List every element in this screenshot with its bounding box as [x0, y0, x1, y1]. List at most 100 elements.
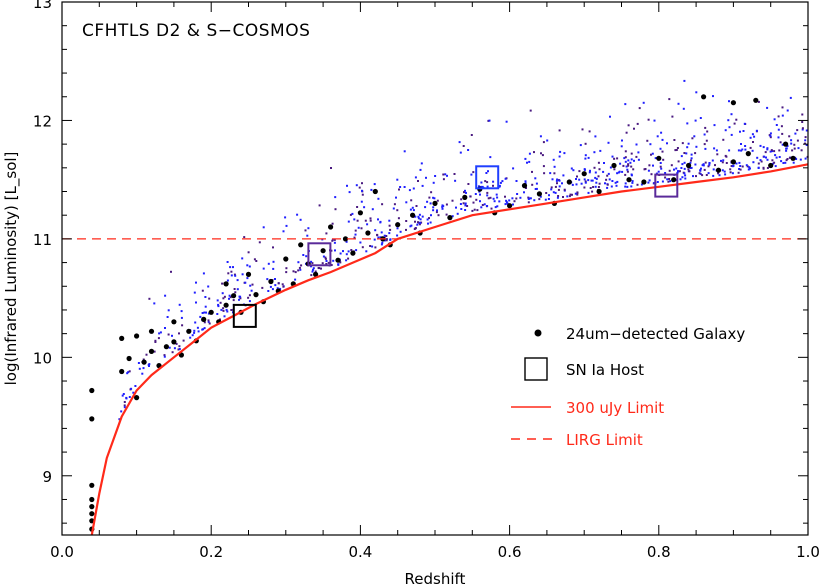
field-point — [441, 207, 444, 210]
galaxy-point — [790, 155, 796, 161]
field-point — [728, 149, 731, 152]
field-point — [712, 174, 715, 177]
field-point — [728, 126, 731, 129]
field-point — [262, 267, 265, 270]
field-point — [587, 179, 590, 182]
field-point — [414, 227, 417, 230]
field-point — [246, 264, 249, 267]
field-point — [677, 102, 680, 105]
galaxy-point — [507, 203, 513, 209]
field-point — [425, 176, 427, 179]
field-point — [137, 362, 140, 364]
field-point — [442, 178, 445, 181]
field-point — [221, 292, 224, 295]
field-point — [705, 139, 708, 142]
field-point — [487, 197, 490, 200]
field-point — [163, 354, 166, 357]
field-point — [666, 142, 668, 145]
field-point — [403, 150, 406, 153]
field-point — [571, 183, 574, 186]
field-point — [538, 198, 541, 201]
field-point — [591, 179, 594, 182]
field-point — [351, 212, 354, 215]
field-point — [700, 167, 702, 170]
field-point — [477, 185, 480, 188]
field-point — [558, 155, 561, 158]
field-points — [118, 79, 809, 421]
field-point — [659, 162, 662, 164]
field-point — [410, 199, 413, 202]
field-point — [566, 195, 569, 198]
field-point — [306, 234, 309, 237]
field-point — [374, 229, 377, 232]
field-point — [167, 333, 170, 336]
field-point — [656, 181, 659, 183]
field-point — [797, 147, 800, 150]
field-point — [562, 174, 565, 177]
field-point — [519, 196, 522, 199]
field-point — [656, 135, 659, 138]
field-point — [408, 189, 411, 192]
field-point — [559, 150, 562, 153]
field-point — [164, 327, 166, 329]
field-point — [428, 217, 430, 220]
galaxy-point — [745, 151, 751, 157]
galaxy-point — [313, 271, 319, 277]
field-point — [786, 109, 789, 112]
field-point — [604, 182, 606, 185]
field-point — [148, 363, 151, 366]
field-point — [276, 287, 279, 290]
field-point — [523, 191, 525, 194]
field-point — [557, 195, 560, 197]
field-point — [123, 404, 126, 407]
field-point — [766, 147, 769, 150]
field-point — [625, 131, 628, 134]
field-point — [266, 278, 269, 281]
galaxy-point — [231, 293, 237, 299]
field-point — [624, 173, 627, 176]
field-point — [505, 120, 508, 123]
field-point — [558, 185, 561, 188]
field-point — [234, 274, 237, 277]
field-point — [760, 160, 763, 163]
field-point — [793, 147, 796, 150]
field-point — [791, 149, 794, 152]
field-point — [660, 167, 663, 170]
galaxy-point — [768, 162, 774, 169]
field-point — [687, 168, 690, 171]
field-point — [648, 164, 651, 167]
field-point — [415, 205, 418, 207]
field-point — [412, 187, 415, 190]
field-point — [668, 98, 671, 101]
field-point — [730, 133, 733, 136]
field-point — [654, 157, 657, 160]
galaxy-point — [253, 292, 259, 298]
field-point — [683, 161, 686, 164]
field-point — [669, 180, 672, 183]
field-point — [171, 334, 173, 337]
field-point — [724, 173, 727, 176]
field-point — [548, 194, 550, 197]
field-point — [598, 168, 601, 171]
field-point — [207, 319, 210, 322]
field-point — [456, 212, 459, 215]
field-point — [613, 168, 616, 171]
field-point — [359, 241, 362, 244]
field-point — [380, 243, 383, 246]
field-point — [373, 238, 376, 241]
galaxy-point — [186, 328, 192, 334]
field-point — [486, 205, 489, 207]
field-point — [630, 165, 633, 168]
field-point — [285, 267, 288, 270]
field-point — [677, 170, 679, 173]
field-point — [676, 147, 679, 149]
field-point — [684, 174, 687, 177]
field-point — [170, 270, 172, 273]
galaxy-point — [596, 188, 602, 195]
field-point — [248, 300, 251, 303]
field-point — [595, 177, 598, 180]
field-point — [182, 339, 185, 342]
field-point — [755, 129, 758, 132]
field-point — [742, 130, 745, 132]
field-point — [430, 191, 433, 194]
